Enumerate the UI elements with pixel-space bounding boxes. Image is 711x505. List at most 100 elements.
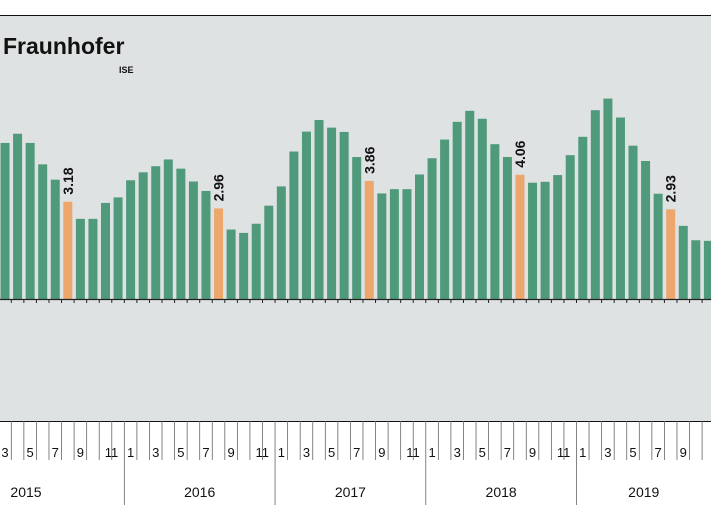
data-label: 3.86 [361, 146, 377, 173]
month-tick-label: 5 [177, 445, 184, 460]
bar [653, 193, 663, 299]
bars [0, 98, 711, 300]
bar [678, 225, 688, 299]
bar [502, 157, 512, 299]
month-tick-label: 9 [77, 445, 84, 460]
bar [75, 218, 85, 299]
month-tick-label: 1 [278, 445, 285, 460]
bar [540, 181, 550, 299]
month-tick-label: 7 [353, 445, 360, 460]
data-label: 3.18 [60, 167, 76, 194]
bar [590, 110, 600, 299]
bar [615, 117, 625, 299]
bar-highlight [214, 208, 224, 299]
month-tick-label: 7 [655, 445, 662, 460]
data-label: 4.06 [512, 140, 528, 167]
bar [188, 181, 198, 299]
bar [126, 180, 136, 299]
bar [314, 119, 324, 300]
bar [452, 121, 462, 299]
bar-highlight [515, 174, 525, 299]
bar [477, 118, 487, 300]
bar [276, 186, 286, 299]
bar [163, 159, 173, 299]
axes [0, 15, 711, 422]
month-tick-label: 1 [127, 445, 134, 460]
bar [113, 197, 123, 299]
bar [38, 164, 48, 299]
month-tick-label: 9 [378, 445, 385, 460]
bar [415, 174, 424, 299]
bar [402, 189, 412, 299]
bar [691, 240, 701, 299]
bar [641, 160, 651, 299]
bar [553, 175, 563, 299]
bar [352, 157, 362, 299]
bar [528, 182, 538, 299]
bar [578, 136, 588, 299]
year-label: 2016 [184, 484, 215, 500]
month-tick-label: 3 [152, 445, 159, 460]
data-labels: 3.18 2.96 3.86 4.06 2.93 [60, 140, 679, 202]
bar [289, 151, 299, 299]
bar-highlight [666, 209, 676, 299]
bar [251, 223, 261, 299]
bar [88, 218, 98, 299]
bar [0, 142, 10, 299]
data-label: 2.93 [663, 175, 679, 202]
month-tick-label: 1 [428, 445, 435, 460]
month-tick-label: 3 [604, 445, 611, 460]
month-tick-label: 5 [27, 445, 34, 460]
bar [239, 232, 249, 299]
bar [565, 155, 575, 299]
bar [427, 158, 437, 299]
bar [389, 189, 399, 299]
year-label: 2019 [628, 484, 659, 500]
fraunhofer-logo: Fraunhofer ISE [3, 33, 134, 75]
data-label: 2.96 [211, 174, 227, 201]
month-tick-label: 5 [479, 445, 486, 460]
logo-subtext: ISE [119, 65, 134, 75]
month-tick-label: 1 [579, 445, 586, 460]
bar [301, 131, 311, 299]
logo-text: Fraunhofer [3, 33, 124, 59]
month-tick-label: 3 [303, 445, 310, 460]
month-tick-label: 9 [680, 445, 687, 460]
month-tick-label: 11 [557, 445, 571, 460]
month-tick-label: 5 [328, 445, 335, 460]
bar [490, 144, 500, 299]
bar [264, 205, 274, 299]
year-label: 2017 [335, 484, 366, 500]
bar [13, 133, 23, 299]
bar [440, 139, 450, 299]
bar [377, 193, 387, 299]
bar [339, 131, 349, 299]
bar [101, 202, 110, 299]
bar [703, 240, 711, 299]
year-label: 2018 [486, 484, 517, 500]
bar [465, 110, 475, 299]
month-tick-label: 11 [255, 445, 269, 460]
month-tick-label: 9 [529, 445, 536, 460]
month-tick-label: 7 [504, 445, 511, 460]
month-tick-label: 11 [406, 445, 420, 460]
month-tick-label: 3 [454, 445, 461, 460]
month-tick-label: 11 [105, 445, 119, 460]
bar-highlight [63, 201, 73, 299]
bar-highlight [364, 180, 374, 299]
month-tick-label: 5 [629, 445, 636, 460]
year-label: 2015 [10, 484, 41, 500]
bar [201, 190, 211, 299]
bar [151, 166, 161, 299]
month-tick-label: 7 [52, 445, 59, 460]
bar [50, 179, 60, 299]
bar [226, 229, 236, 299]
bar [628, 145, 638, 299]
month-tick-label: 9 [227, 445, 234, 460]
month-tick-label: 7 [202, 445, 209, 460]
bar [327, 127, 337, 299]
bar [25, 142, 35, 299]
bar [138, 172, 148, 299]
